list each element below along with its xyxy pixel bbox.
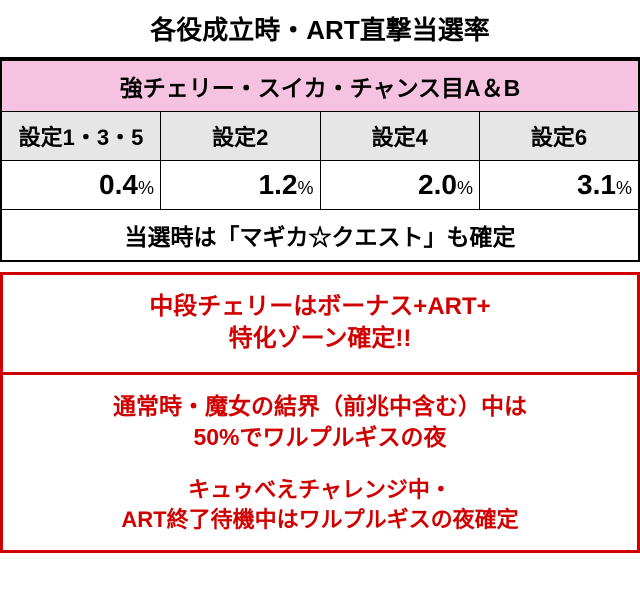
rate-value: 3.1 <box>577 169 616 200</box>
table-sub-header: 設定6 <box>480 112 640 161</box>
red-section-3: キュゥべえチャレンジ中・ ART終了待機中はワルプルギスの夜確定 <box>3 469 637 550</box>
table-main-header: 強チェリー・スイカ・チャンス目A＆B <box>1 59 639 112</box>
red-text-line: ART終了待機中はワルプルギスの夜確定 <box>121 507 518 532</box>
rate-table: 強チェリー・スイカ・チャンス目A＆B 設定1・3・5 設定2 設定4 設定6 0… <box>0 57 640 262</box>
table-value-cell: 1.2% <box>161 161 321 210</box>
red-text-line: キュゥべえチャレンジ中・ <box>188 477 452 502</box>
red-text-line: 特化ゾーン確定!! <box>229 325 412 352</box>
table-sub-header: 設定2 <box>161 112 321 161</box>
red-info-box: 中段チェリーはボーナス+ART+ 特化ゾーン確定!! 通常時・魔女の結界（前兆中… <box>0 272 640 553</box>
rate-value: 0.4 <box>99 169 138 200</box>
percent-label: % <box>616 178 632 198</box>
table-sub-header: 設定4 <box>320 112 480 161</box>
red-text-line: 通常時・魔女の結界（前兆中含む）中は <box>113 393 527 419</box>
red-text-line: 中段チェリーはボーナス+ART+ <box>149 293 490 320</box>
percent-label: % <box>297 178 313 198</box>
percent-label: % <box>457 178 473 198</box>
red-section-2: 通常時・魔女の結界（前兆中含む）中は 50%でワルプルギスの夜 <box>3 375 637 469</box>
table-value-cell: 3.1% <box>480 161 640 210</box>
red-text-line: 50%でワルプルギスの夜 <box>193 424 446 450</box>
table-value-cell: 0.4% <box>1 161 161 210</box>
red-section-1: 中段チェリーはボーナス+ART+ 特化ゾーン確定!! <box>3 275 637 372</box>
table-value-cell: 2.0% <box>320 161 480 210</box>
table-confirm-row: 当選時は「マギカ☆クエスト」も確定 <box>1 210 639 262</box>
page-title: 各役成立時・ART直撃当選率 <box>0 0 640 57</box>
rate-value: 2.0 <box>418 169 457 200</box>
rate-value: 1.2 <box>259 169 298 200</box>
percent-label: % <box>138 178 154 198</box>
table-sub-header: 設定1・3・5 <box>1 112 161 161</box>
